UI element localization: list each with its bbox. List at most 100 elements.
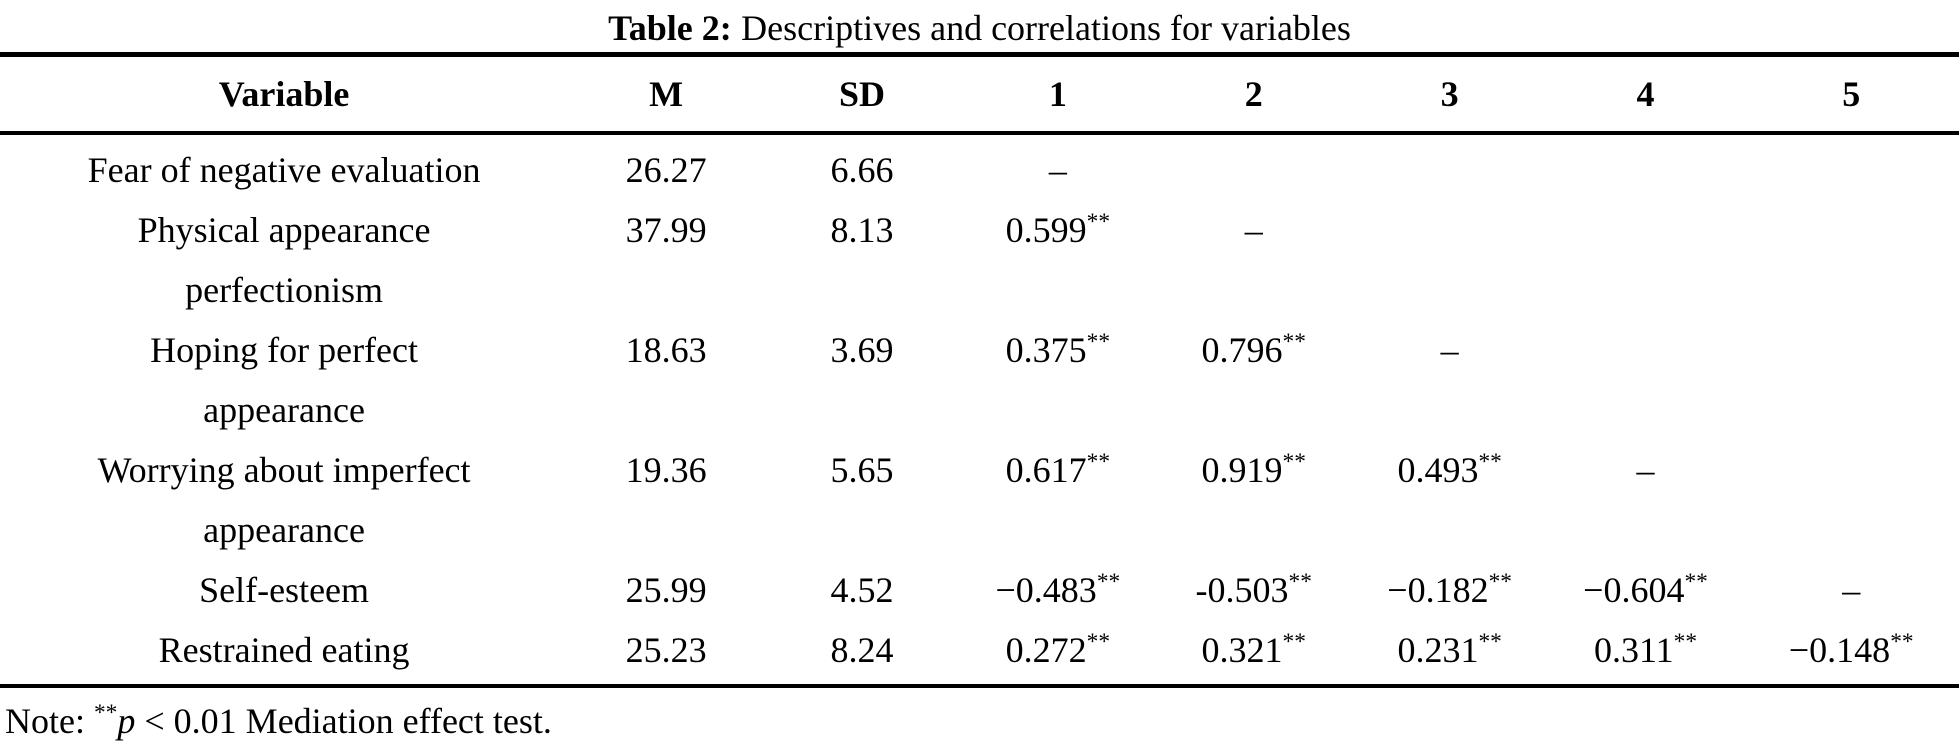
cell-value: 0.272 [1005, 630, 1087, 670]
mean-cell: 19.36 [625, 450, 707, 490]
mean-cell: 26.27 [625, 150, 707, 190]
significance-stars: ** [1282, 629, 1306, 655]
sd-cell: 6.66 [830, 150, 894, 190]
variable-line: Restrained eating [158, 630, 410, 670]
cell-value: 0.919 [1201, 450, 1283, 490]
variable-line: perfectionism [185, 270, 384, 310]
variable-cell: Physical appearance perfectionism [0, 200, 568, 320]
sd-cell: 4.52 [830, 570, 894, 610]
significance-stars: ** [1282, 449, 1306, 475]
column-header-1: 1 [959, 54, 1156, 135]
variable-cell: Fear of negative evaluation [0, 133, 568, 200]
correlation-cell [1352, 133, 1548, 200]
variable-cell: Worrying about imperfect appearance [0, 440, 568, 560]
column-header-2: 2 [1155, 54, 1352, 135]
variable-cell: Hoping for perfect appearance [0, 320, 568, 440]
sd-cell: 3.69 [830, 330, 894, 370]
cell-value: 0.617 [1005, 450, 1087, 490]
correlation-cell: – [1048, 150, 1067, 190]
column-header-5: 5 [1743, 54, 1959, 135]
correlation-cell: – [1636, 450, 1655, 490]
cell-value: 0.311 [1593, 630, 1674, 670]
correlation-cell: −0.182** [1352, 560, 1548, 620]
significance-stars: ** [1890, 629, 1914, 655]
table-row: Worrying about imperfect appearance 19.36 5… [0, 440, 1959, 560]
correlation-cell [1743, 133, 1959, 200]
variable-cell: Restrained eating [0, 620, 568, 686]
correlation-cell [1743, 320, 1959, 440]
header-row: Variable M SD 1 2 3 4 5 [0, 54, 1959, 135]
significance-stars: ** [1086, 329, 1111, 355]
correlations-table: Variable M SD 1 2 3 4 5 Fear of negative… [0, 52, 1959, 688]
correlation-cell: 0.617** [960, 440, 1156, 560]
cell-value: −0.182 [1387, 570, 1489, 610]
table-number-label: Table 2: [608, 8, 732, 48]
sd-cell: 8.13 [830, 210, 894, 250]
table-row: Fear of negative evaluation 26.27 6.66 – [0, 133, 1959, 200]
correlation-cell: 0.493** [1352, 440, 1548, 560]
variable-line: Physical appearance [137, 210, 431, 250]
variable-line: Fear of negative evaluation [87, 150, 481, 190]
table-row: Physical appearance perfectionism 37.99 8.1… [0, 200, 1959, 320]
significance-stars: ** [1478, 449, 1502, 475]
sd-cell: 5.65 [830, 450, 894, 490]
correlation-cell: – [1244, 210, 1263, 250]
mean-cell: 18.63 [625, 330, 707, 370]
variable-line: appearance [203, 390, 365, 430]
table-row: Hoping for perfect appearance 18.63 3.69 0.3… [0, 320, 1959, 440]
significance-stars: ** [1086, 449, 1111, 475]
column-header-sd: SD [764, 54, 960, 135]
cell-value: 0.231 [1397, 630, 1479, 670]
cell-value: 0.796 [1201, 330, 1283, 370]
table-note: Note: **p < 0.01 Mediation effect test. [0, 688, 1959, 744]
significance-stars: ** [1288, 569, 1312, 595]
mean-cell: 37.99 [625, 210, 707, 250]
correlation-cell [1548, 133, 1744, 200]
correlation-cell [1156, 133, 1352, 200]
correlation-cell: 0.375** [960, 320, 1156, 440]
mean-cell: 25.23 [625, 630, 707, 670]
table-header: Variable M SD 1 2 3 4 5 [0, 54, 1959, 135]
significance-stars: ** [1086, 629, 1111, 655]
correlation-cell: 0.796** [1156, 320, 1352, 440]
table-title: Table 2: Descriptives and correlations fo… [0, 0, 1959, 52]
correlation-cell: – [1842, 570, 1861, 610]
cell-value: 0.375 [1005, 330, 1087, 370]
table-body: Fear of negative evaluation 26.27 6.66– Phy… [0, 133, 1959, 686]
correlation-cell: 0.311** [1548, 620, 1744, 686]
correlation-cell: −0.483** [960, 560, 1156, 620]
cell-value: −0.483 [995, 570, 1097, 610]
variable-line: appearance [203, 510, 365, 550]
variable-cell: Self-esteem [0, 560, 568, 620]
correlation-cell [1743, 200, 1959, 320]
column-header-4: 4 [1547, 54, 1744, 135]
table-row: Self-esteem 25.99 4.52 −0.483** -0.503** −0.1… [0, 560, 1959, 620]
correlation-cell: -0.503** [1156, 560, 1352, 620]
column-header-mean: M [568, 54, 765, 135]
variable-line: Worrying about imperfect [97, 450, 471, 490]
correlation-cell: 0.599** [960, 200, 1156, 320]
significance-stars: ** [1673, 629, 1698, 655]
correlation-cell: 0.919** [1156, 440, 1352, 560]
variable-line: Self-esteem [199, 570, 370, 610]
significance-stars: ** [1086, 209, 1111, 235]
cell-value: 0.493 [1397, 450, 1479, 490]
significance-stars: ** [93, 700, 118, 726]
correlation-cell [1743, 440, 1959, 560]
correlation-cell: – [1440, 330, 1459, 370]
table-row: Restrained eating 25.23 8.24 0.272** 0.321**… [0, 620, 1959, 686]
note-text: < 0.01 Mediation effect test. [135, 701, 552, 741]
table-title-text: Descriptives and correlations for variab… [741, 8, 1351, 48]
significance-stars: ** [1488, 569, 1512, 595]
note-prefix: Note: [5, 701, 94, 741]
cell-value: -0.503 [1195, 570, 1289, 610]
column-header-variable: Variable [0, 54, 569, 135]
significance-stars: ** [1478, 629, 1502, 655]
correlation-cell: −0.604** [1548, 560, 1744, 620]
note-p-symbol: p [117, 701, 136, 741]
correlation-cell [1548, 200, 1744, 320]
cell-value: 0.321 [1201, 630, 1283, 670]
correlation-cell [1548, 320, 1744, 440]
significance-stars: ** [1282, 329, 1306, 355]
